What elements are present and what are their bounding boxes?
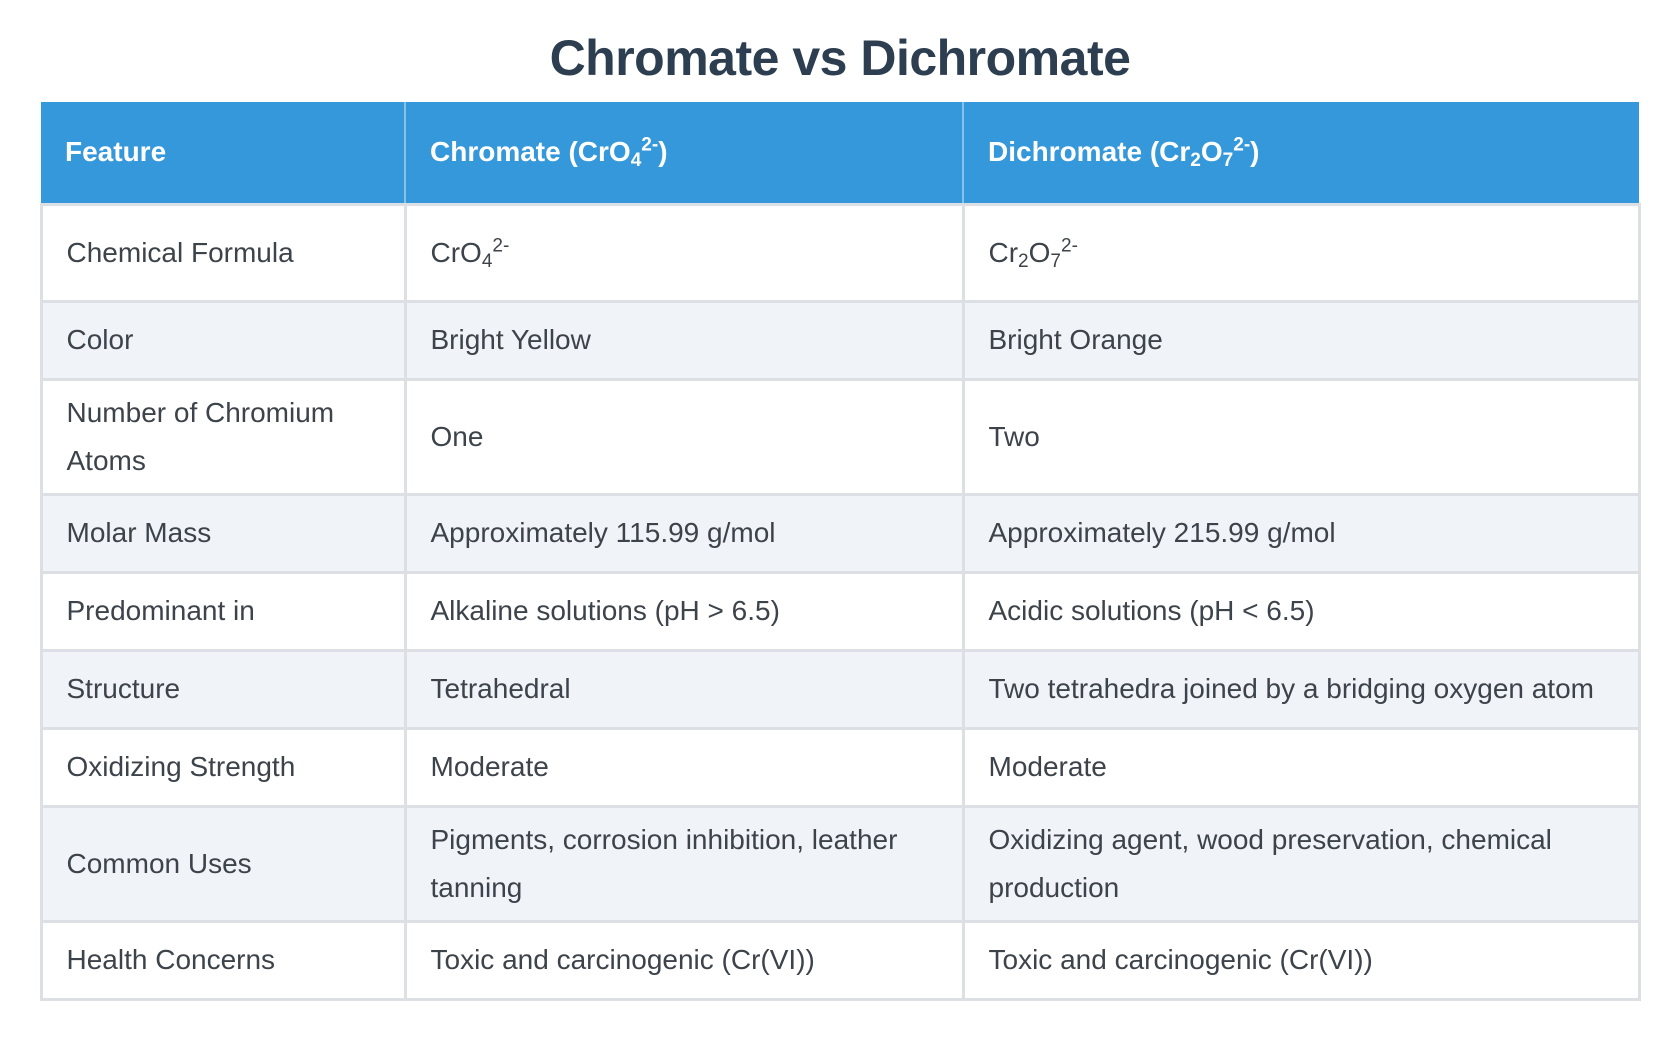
cell-chromium-atoms-feature: Number of Chromium Atoms: [39, 377, 407, 496]
header-row: Feature Chromate (CrO42-) Dichromate (Cr…: [41, 101, 1639, 204]
header-chromate: Chromate (CrO42-): [404, 101, 963, 204]
formula-subscript-1: 2: [1018, 250, 1029, 272]
row-predominant-in: Predominant in Alkaline solutions (pH > …: [39, 570, 1641, 652]
row-common-uses: Common Uses Pigments, corrosion inhibiti…: [39, 804, 1641, 923]
cell-molar-mass-feature: Molar Mass: [39, 492, 407, 574]
page-title: Chromate vs Dichromate: [549, 30, 1131, 86]
table-body: Chemical Formula CrO42- Cr2O72- Color Br…: [39, 202, 1641, 1001]
cell-oxidizing-strength-feature: Oxidizing Strength: [39, 726, 407, 808]
formula-superscript: 2-: [1061, 235, 1078, 257]
header-dichromate-subscript-2: 7: [1222, 149, 1234, 171]
cell-chemical-formula-feature: Chemical Formula: [39, 202, 407, 303]
header-dichromate-text: Dichromate (Cr: [988, 136, 1191, 167]
header-chromate-subscript: 4: [630, 149, 642, 171]
cell-predominant-in-chromate: Alkaline solutions (pH > 6.5): [403, 570, 965, 652]
table-header: Feature Chromate (CrO42-) Dichromate (Cr…: [41, 101, 1639, 204]
formula-subscript-2: 7: [1050, 250, 1062, 272]
cell-chemical-formula-chromate: CrO42-: [403, 202, 965, 303]
formula-text: CrO: [430, 236, 482, 268]
cell-color-chromate: Bright Yellow: [403, 299, 965, 381]
cell-oxidizing-strength-dichromate: Moderate: [961, 726, 1641, 808]
cell-common-uses-feature: Common Uses: [39, 804, 407, 923]
header-chromate-superscript: 2-: [641, 134, 659, 156]
cell-structure-chromate: Tetrahedral: [403, 648, 965, 730]
header-dichromate-subscript-1: 2: [1190, 149, 1201, 171]
cell-structure-feature: Structure: [39, 648, 407, 730]
row-oxidizing-strength: Oxidizing Strength Moderate Moderate: [39, 726, 1641, 808]
cell-predominant-in-dichromate: Acidic solutions (pH < 6.5): [961, 570, 1641, 652]
header-dichromate: Dichromate (Cr2O72-): [962, 101, 1639, 204]
row-chromium-atoms: Number of Chromium Atoms One Two: [39, 377, 1641, 496]
formula-superscript: 2-: [492, 235, 510, 257]
cell-health-concerns-feature: Health Concerns: [39, 919, 407, 1001]
cell-predominant-in-feature: Predominant in: [39, 570, 407, 652]
header-chromate-text: Chromate (CrO: [430, 136, 631, 167]
cell-molar-mass-dichromate: Approximately 215.99 g/mol: [961, 492, 1641, 574]
comparison-table: Feature Chromate (CrO42-) Dichromate (Cr…: [39, 101, 1641, 1001]
cell-color-feature: Color: [39, 299, 407, 381]
cell-chromium-atoms-dichromate: Two: [961, 377, 1641, 496]
cell-health-concerns-dichromate: Toxic and carcinogenic (Cr(VI)): [961, 919, 1641, 1001]
header-chromate-close-paren: ): [658, 136, 668, 167]
cell-common-uses-chromate: Pigments, corrosion inhibition, leather …: [403, 804, 965, 923]
formula-subscript: 4: [481, 250, 493, 272]
cell-chromium-atoms-chromate: One: [403, 377, 965, 496]
cell-common-uses-dichromate: Oxidizing agent, wood preservation, chem…: [961, 804, 1641, 923]
cell-structure-dichromate: Two tetrahedra joined by a bridging oxyg…: [961, 648, 1641, 730]
header-dichromate-oxygen: O: [1200, 136, 1223, 167]
row-chemical-formula: Chemical Formula CrO42- Cr2O72-: [39, 202, 1641, 303]
header-feature: Feature: [41, 101, 405, 204]
cell-oxidizing-strength-chromate: Moderate: [403, 726, 965, 808]
cell-molar-mass-chromate: Approximately 115.99 g/mol: [403, 492, 965, 574]
row-health-concerns: Health Concerns Toxic and carcinogenic (…: [39, 919, 1641, 1001]
row-color: Color Bright Yellow Bright Orange: [39, 299, 1641, 381]
row-molar-mass: Molar Mass Approximately 115.99 g/mol Ap…: [39, 492, 1641, 574]
header-dichromate-superscript: 2-: [1233, 134, 1251, 156]
cell-color-dichromate: Bright Orange: [961, 299, 1641, 381]
formula-text: Cr: [988, 236, 1019, 268]
row-structure: Structure Tetrahedral Two tetrahedra joi…: [39, 648, 1641, 730]
formula-oxygen: O: [1028, 236, 1051, 268]
header-dichromate-close-paren: ): [1250, 136, 1260, 167]
cell-chemical-formula-dichromate: Cr2O72-: [961, 202, 1641, 303]
cell-health-concerns-chromate: Toxic and carcinogenic (Cr(VI)): [403, 919, 965, 1001]
